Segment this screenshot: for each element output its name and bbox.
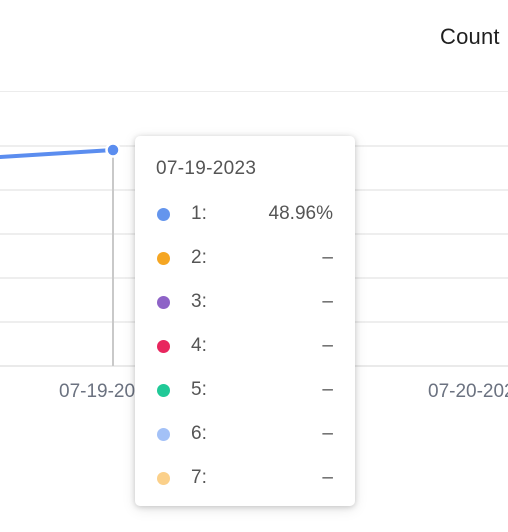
tooltip-row: 2: –	[135, 246, 355, 270]
tooltip-series-value: –	[322, 291, 333, 312]
tooltip-row: 1: 48.96%	[135, 202, 355, 226]
legend-dot-icon	[157, 340, 170, 353]
x-tick-label: 07-20-2023	[428, 381, 508, 402]
tooltip-series-label: 5:	[191, 379, 207, 400]
legend-dot-icon	[157, 208, 170, 221]
legend-dot-icon	[157, 252, 170, 265]
tooltip-series-value: –	[322, 247, 333, 268]
series-1-line	[0, 148, 115, 159]
legend-dot-icon	[157, 384, 170, 397]
x-tick-label: 07-19-2023	[59, 381, 156, 402]
tooltip-series-value: –	[322, 467, 333, 488]
tooltip-date: 07-19-2023	[156, 158, 257, 179]
tooltip-series-value: –	[322, 379, 333, 400]
series-1-point[interactable]	[105, 142, 121, 158]
header-divider	[0, 91, 508, 92]
tooltip-series-label: 3:	[191, 291, 207, 312]
tooltip-row: 7: –	[135, 466, 355, 490]
legend-dot-icon	[157, 296, 170, 309]
tooltip-row: 5: –	[135, 378, 355, 402]
tooltip-series-label: 1:	[191, 203, 207, 224]
legend-dot-icon	[157, 472, 170, 485]
chart-tooltip: 07-19-2023 1: 48.96% 2: – 3: – 4: – 5: –	[135, 136, 355, 506]
tooltip-series-value: –	[322, 335, 333, 356]
tooltip-series-label: 4:	[191, 335, 207, 356]
legend-dot-icon	[157, 428, 170, 441]
tooltip-row: 4: –	[135, 334, 355, 358]
tooltip-series-label: 6:	[191, 423, 207, 444]
tooltip-series-label: 2:	[191, 247, 207, 268]
tooltip-row: 6: –	[135, 422, 355, 446]
tooltip-series-value: –	[322, 423, 333, 444]
tooltip-series-value: 48.96%	[268, 203, 333, 224]
tooltip-row: 3: –	[135, 290, 355, 314]
tooltip-series-label: 7:	[191, 467, 207, 488]
chart-title: Count	[440, 24, 500, 49]
